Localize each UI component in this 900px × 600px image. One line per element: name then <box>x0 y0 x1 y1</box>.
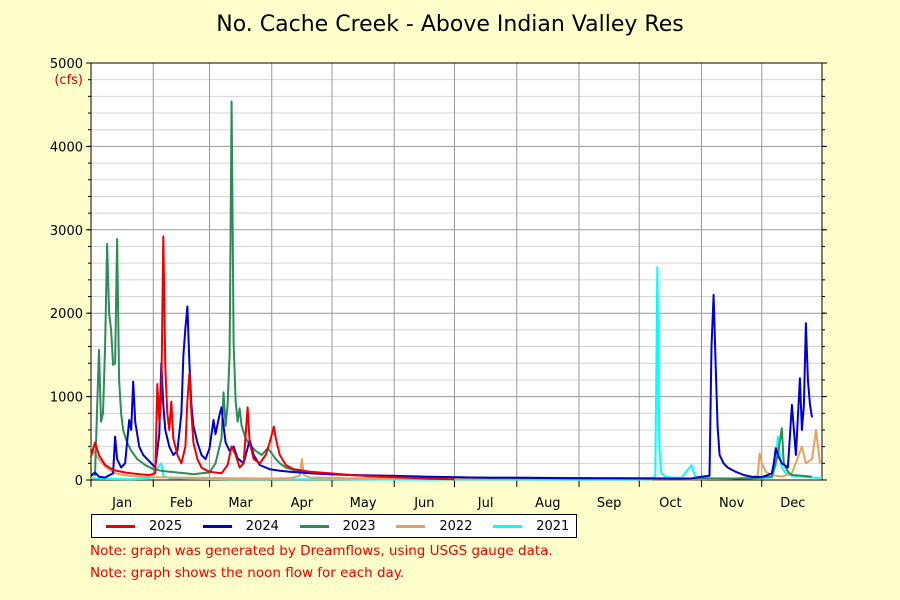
x-tick-label-oct: Oct <box>659 496 681 511</box>
legend-swatch <box>202 524 232 528</box>
plot-background <box>91 63 822 480</box>
x-tick-label-mar: Mar <box>228 496 253 511</box>
note-source: Note: graph was generated by Dreamflows,… <box>90 543 553 559</box>
x-tick-label-may: May <box>350 496 377 511</box>
legend-swatch <box>396 524 426 528</box>
x-tick-label-feb: Feb <box>170 496 193 511</box>
y-tick-label: 5000 <box>50 57 83 72</box>
legend-swatch <box>299 524 329 528</box>
series-line-2022 <box>90 429 821 481</box>
x-tick-label-sep: Sep <box>597 496 622 511</box>
legend-item-2022: 2022 <box>382 519 479 534</box>
x-tick-label-jan: Jan <box>111 496 132 511</box>
series-line-2024 <box>90 293 813 480</box>
x-tick-label-apr: Apr <box>291 496 314 511</box>
chart-title: No. Cache Creek - Above Indian Valley Re… <box>216 12 684 37</box>
legend-item-2023: 2023 <box>286 519 383 534</box>
legend-item-2024: 2024 <box>189 519 286 534</box>
legend-label: 2024 <box>245 518 279 534</box>
y-unit-label: (cfs) <box>54 73 83 88</box>
legend-label: 2021 <box>536 518 570 534</box>
legend: 2025 2024 2023 2022 2021 <box>91 514 577 538</box>
x-tick-label-aug: Aug <box>535 496 560 511</box>
legend-item-2025: 2025 <box>92 519 189 534</box>
y-tick-label: 0 <box>75 474 83 489</box>
legend-swatch <box>106 524 135 528</box>
legend-item-2021: 2021 <box>479 519 576 534</box>
legend-label: 2025 <box>149 518 183 534</box>
legend-label: 2022 <box>439 518 473 534</box>
y-tick-label: 4000 <box>50 140 83 155</box>
legend-label: 2023 <box>342 518 376 534</box>
x-tick-label-nov: Nov <box>719 496 745 511</box>
y-tick-label: 3000 <box>50 224 83 239</box>
y-tick-label: 2000 <box>50 307 83 322</box>
series-line-2025 <box>90 235 455 481</box>
x-tick-label-dec: Dec <box>780 496 805 511</box>
legend-swatch <box>493 524 523 528</box>
x-tick-label-jun: Jun <box>413 496 434 511</box>
x-tick-label-jul: Jul <box>477 496 494 511</box>
note-noon-flow: Note: graph shows the noon flow for each… <box>90 565 405 581</box>
y-tick-label: 1000 <box>50 391 83 406</box>
